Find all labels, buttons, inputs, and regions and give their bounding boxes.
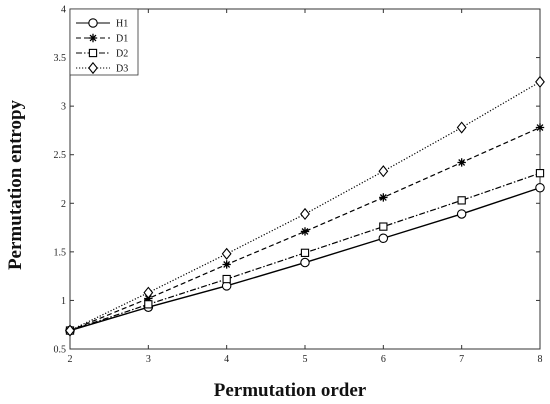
data-point-h1 (456, 209, 467, 219)
y-tick-label: 2.5 (54, 150, 67, 161)
data-point-d1 (535, 123, 545, 132)
data-point-d1 (379, 193, 388, 202)
y-tick-label: 2 (61, 199, 66, 210)
y-tick-label: 4 (61, 5, 66, 16)
plot-frame (69, 8, 541, 350)
data-point-d2 (300, 248, 310, 257)
y-tick-label: 1 (61, 296, 66, 307)
series-layer (65, 75, 545, 337)
data-point-d2 (379, 222, 388, 231)
x-axis-ticks: 2 3 4 5 6 7 8 (68, 9, 543, 365)
y-tick-label: 0.5 (54, 345, 67, 356)
data-point-d3 (456, 121, 467, 134)
y-tick-label: 3 (61, 102, 66, 113)
data-point-d3 (535, 75, 545, 88)
data-point-d1 (300, 227, 310, 236)
x-axis-title: Permutation order (214, 380, 367, 401)
x-tick-label: 3 (146, 354, 151, 365)
legend-marker-d1 (88, 33, 98, 43)
data-point-d2 (144, 300, 153, 309)
series-d3 (65, 75, 545, 337)
legend: H1 D1 D2 D3 (69, 8, 139, 76)
data-point-h1 (378, 233, 389, 244)
x-tick-label: 8 (538, 354, 543, 365)
x-tick-label: 6 (381, 354, 386, 365)
legend-label-d2: D2 (116, 49, 128, 60)
data-point-h1 (300, 257, 310, 268)
legend-label-d1: D1 (116, 34, 128, 45)
data-point-h1 (535, 182, 545, 193)
data-point-d3 (143, 286, 154, 299)
y-axis-title: Permutation entropy (5, 99, 26, 270)
x-tick-label: 2 (68, 354, 73, 365)
data-point-d1 (222, 260, 231, 269)
legend-marker-d3 (88, 61, 98, 75)
series-h1 (65, 182, 545, 336)
x-tick-label: 4 (224, 354, 229, 365)
legend-box (69, 8, 139, 76)
y-axis-ticks: 0.5 1 1.5 2 2.5 3 3.5 4 (54, 5, 540, 356)
legend-label-h1: H1 (116, 19, 128, 30)
series-d1 (65, 123, 545, 335)
legend-marker-h1 (88, 18, 98, 28)
legend-label-d3: D3 (116, 64, 128, 75)
data-point-d3 (378, 165, 389, 178)
y-tick-label: 3.5 (54, 53, 67, 64)
data-point-d2 (457, 196, 466, 205)
data-point-d3 (65, 324, 75, 337)
series-line-d3 (69, 81, 541, 332)
data-point-d1 (457, 158, 466, 167)
data-point-d2 (222, 274, 231, 284)
series-d2 (65, 169, 545, 335)
data-point-d2 (535, 169, 545, 178)
data-point-d3 (221, 247, 232, 260)
legend-marker-d2 (88, 48, 98, 58)
data-point-d3 (300, 207, 310, 221)
x-tick-label: 7 (459, 354, 464, 365)
y-tick-label: 1.5 (54, 247, 67, 258)
x-tick-label: 5 (303, 354, 308, 365)
